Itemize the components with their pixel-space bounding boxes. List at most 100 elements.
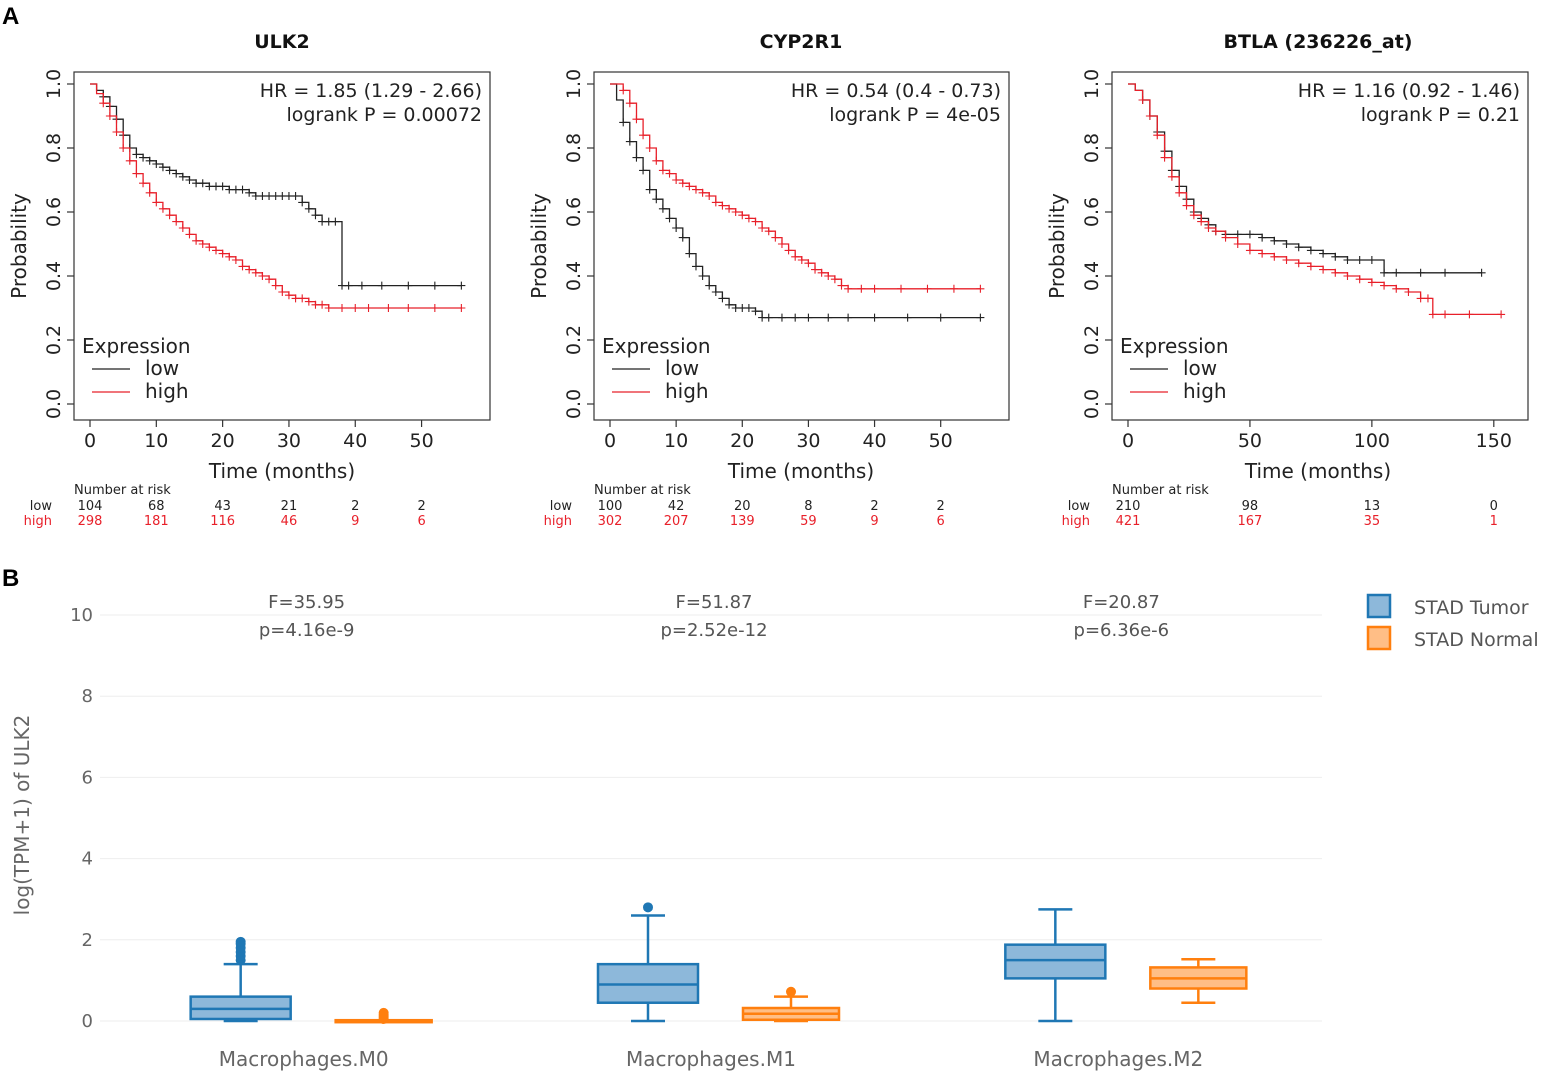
legend-title: Expression bbox=[82, 334, 191, 358]
panel-a-label: A bbox=[2, 3, 19, 30]
censor-mark bbox=[718, 294, 727, 303]
censor-mark bbox=[665, 169, 674, 178]
censor-mark bbox=[1319, 249, 1328, 258]
x-tick-label: 50 bbox=[409, 430, 433, 452]
x-tick-label: 20 bbox=[211, 430, 235, 452]
censor-mark bbox=[1282, 256, 1291, 264]
censor-mark bbox=[1182, 201, 1191, 210]
normal-outlier bbox=[786, 986, 796, 997]
risk-count-high: 6 bbox=[417, 514, 425, 529]
censor-mark bbox=[245, 188, 254, 197]
risk-count-low: 2 bbox=[351, 499, 359, 514]
y-tick-label: 0.6 bbox=[1081, 197, 1103, 227]
censor-mark bbox=[364, 304, 373, 312]
censor-mark bbox=[158, 204, 167, 213]
censor-mark bbox=[844, 313, 853, 322]
x-tick-label: 150 bbox=[1476, 430, 1512, 452]
censor-mark bbox=[351, 304, 360, 312]
censor-mark bbox=[132, 169, 141, 178]
legend-label-low: low bbox=[665, 356, 699, 380]
censor-mark bbox=[1380, 268, 1389, 277]
risk-count-low: 2 bbox=[870, 499, 878, 514]
censor-mark bbox=[870, 284, 879, 293]
y-tick-label: 0.2 bbox=[43, 325, 65, 355]
y-tick-label: 0.6 bbox=[563, 197, 585, 227]
y-tick-label: 0.4 bbox=[43, 261, 65, 291]
censor-mark bbox=[145, 156, 154, 165]
legend-title: Expression bbox=[1120, 334, 1229, 358]
y-tick-label: 0.2 bbox=[1081, 325, 1103, 355]
censor-mark bbox=[797, 256, 806, 264]
censor-mark bbox=[1306, 262, 1315, 271]
censor-mark bbox=[764, 313, 773, 322]
censor-mark bbox=[897, 284, 906, 293]
legend-swatch-normal bbox=[1366, 625, 1392, 651]
y-tick-label: 1.0 bbox=[563, 69, 585, 99]
panel-b-label: B bbox=[2, 565, 19, 592]
censor-mark bbox=[1441, 310, 1450, 319]
censor-mark bbox=[457, 304, 466, 312]
censor-mark bbox=[139, 153, 148, 162]
censor-mark bbox=[1380, 281, 1389, 290]
censor-mark bbox=[291, 192, 300, 200]
x-tick-label: 0 bbox=[84, 430, 96, 452]
plot-frame bbox=[593, 71, 1010, 421]
censor-mark bbox=[639, 166, 648, 175]
censor-mark bbox=[298, 294, 307, 303]
censor-mark bbox=[1355, 275, 1364, 284]
censor-mark bbox=[1294, 243, 1303, 252]
risk-count-low: 13 bbox=[1364, 499, 1381, 514]
censor-mark bbox=[218, 182, 227, 191]
censor-mark bbox=[725, 300, 734, 309]
censor-mark bbox=[658, 166, 667, 175]
y-tick-label: 2 bbox=[82, 930, 93, 951]
censor-mark bbox=[817, 268, 826, 277]
censor-mark bbox=[344, 281, 353, 290]
censor-mark bbox=[1306, 246, 1315, 255]
y-axis-label: Probability bbox=[527, 193, 551, 299]
tumor-box bbox=[1004, 943, 1107, 980]
p-value: p=2.52e-12 bbox=[660, 620, 767, 641]
censor-mark bbox=[870, 313, 879, 322]
box-chart: 0 2 4 6 8 10 log(TPM+1) of ULK2 Macrophages.M0 F… bbox=[10, 592, 1539, 1071]
risk-count-low: 98 bbox=[1242, 499, 1259, 514]
risk-count-high: 421 bbox=[1116, 514, 1141, 529]
censor-mark bbox=[672, 176, 681, 184]
censor-mark bbox=[1392, 284, 1401, 293]
censor-mark bbox=[185, 176, 194, 184]
censor-mark bbox=[771, 233, 780, 242]
p-value: p=6.36e-6 bbox=[1074, 620, 1170, 641]
risk-count-low: 42 bbox=[668, 499, 685, 514]
censor-mark bbox=[1465, 310, 1474, 319]
censor-mark bbox=[698, 272, 707, 280]
censor-mark bbox=[705, 281, 714, 290]
censor-mark bbox=[245, 265, 254, 274]
censor-mark bbox=[1441, 268, 1450, 277]
y-tick-label: 0 bbox=[82, 1011, 93, 1032]
censor-mark bbox=[625, 137, 634, 146]
x-tick-label: 30 bbox=[796, 430, 820, 452]
risk-table-title: Number at risk bbox=[1112, 483, 1209, 498]
f-statistic: F=51.87 bbox=[676, 592, 753, 613]
censor-mark bbox=[1258, 249, 1267, 258]
x-category-label: Macrophages.M2 bbox=[1033, 1047, 1203, 1071]
censor-mark bbox=[265, 275, 274, 284]
y-tick-label: 0.2 bbox=[563, 325, 585, 355]
censor-mark bbox=[212, 246, 220, 255]
censor-mark bbox=[338, 304, 346, 312]
censor-mark bbox=[1211, 227, 1220, 236]
censor-mark bbox=[284, 291, 293, 300]
censor-mark bbox=[725, 204, 734, 213]
legend-label-high: high bbox=[145, 379, 189, 403]
censor-mark bbox=[1197, 217, 1206, 226]
normal-outlier bbox=[378, 1007, 389, 1018]
risk-count-low: 21 bbox=[281, 499, 298, 514]
logrank-p: logrank P = 0.00072 bbox=[286, 104, 482, 126]
censor-mark bbox=[165, 211, 174, 220]
censor-mark bbox=[271, 281, 280, 290]
censor-mark bbox=[1245, 230, 1254, 239]
censor-mark bbox=[685, 182, 694, 191]
censor-mark bbox=[824, 272, 833, 280]
censor-mark bbox=[357, 281, 366, 290]
censor-mark bbox=[105, 112, 114, 120]
